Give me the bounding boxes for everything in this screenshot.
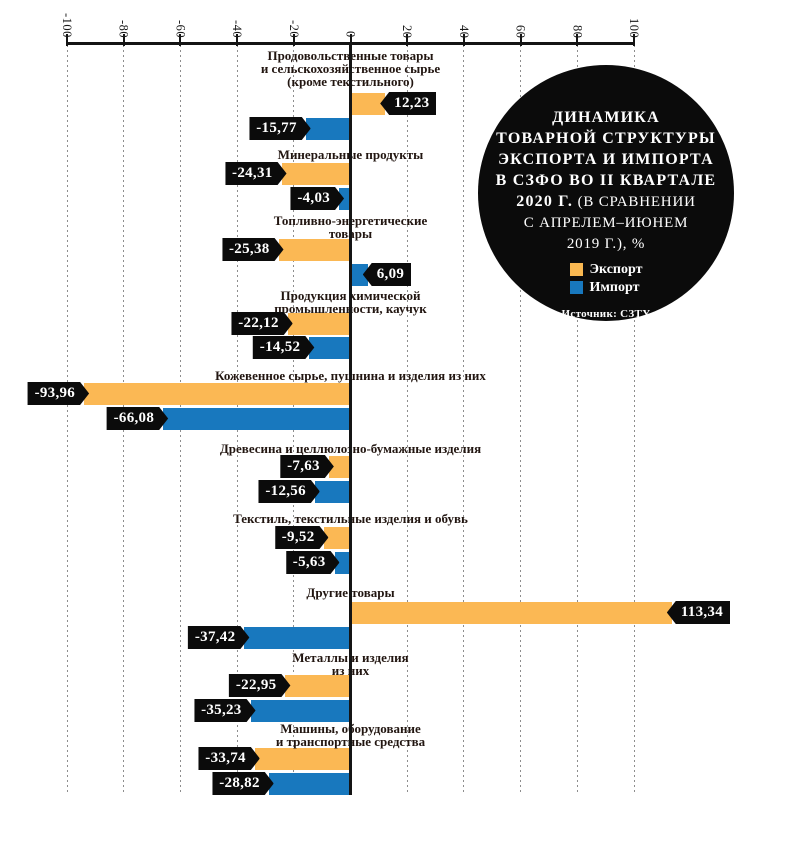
axis-tick xyxy=(406,34,409,46)
value-tag-import: 6,09 xyxy=(362,263,412,286)
bar-export xyxy=(350,602,672,624)
value-tag-import: -66,08 xyxy=(107,407,169,430)
value-tag-import: -12,56 xyxy=(258,480,320,503)
value-tag-export: -93,96 xyxy=(28,382,90,405)
value-tag-import: -4,03 xyxy=(290,187,344,210)
bar-import xyxy=(268,773,351,795)
value-tag-export: -24,31 xyxy=(225,162,287,185)
axis-tick-label: -100 xyxy=(60,13,74,38)
bar-import xyxy=(305,118,351,140)
value-tag-export: -7,63 xyxy=(280,455,334,478)
axis-tick xyxy=(179,34,182,46)
axis-tick-label: -40 xyxy=(230,19,245,38)
axis-tick xyxy=(66,34,68,46)
export-swatch-icon xyxy=(569,263,583,276)
value-tag-export: 12,23 xyxy=(380,92,437,115)
axis-tick xyxy=(633,34,635,46)
bar-export xyxy=(350,93,386,115)
axis-tick-label: 80 xyxy=(570,24,585,39)
value-tag-export: -9,52 xyxy=(275,526,329,549)
bar-export xyxy=(328,456,351,478)
axis-tick xyxy=(122,34,125,46)
value-tag-import: -35,23 xyxy=(194,699,256,722)
chart-title-line: 2020 Г. (В СРАВНЕНИИ xyxy=(478,191,734,213)
gridline xyxy=(520,45,522,795)
gridline xyxy=(633,45,635,795)
value-tag-import: -14,52 xyxy=(253,336,315,359)
bar-export xyxy=(323,527,351,549)
source-note: Источник: СЗТУ xyxy=(561,308,651,320)
bar-import xyxy=(350,264,368,286)
legend-label-export: Экспорт xyxy=(589,262,643,277)
gridline xyxy=(406,45,408,795)
bar-import xyxy=(250,700,351,722)
chart-subtitle-line: 2019 Г.), % xyxy=(566,236,646,252)
bar-import xyxy=(163,408,351,430)
value-tag-import: -15,77 xyxy=(249,117,311,140)
chart-title-line: В СЗФО ВО II КВАРТАЛЕ xyxy=(495,172,717,189)
bar-import xyxy=(339,188,351,210)
legend-item-import: Импорт xyxy=(569,280,643,295)
axis-tick-label: -60 xyxy=(173,19,188,38)
gridline xyxy=(463,45,465,795)
axis-tick-label: -20 xyxy=(286,19,301,38)
gridline xyxy=(576,45,578,795)
bar-export xyxy=(254,748,351,770)
axis-tick xyxy=(292,34,295,46)
legend-item-export: Экспорт xyxy=(569,262,643,277)
bar-export xyxy=(84,383,351,405)
axis-tick xyxy=(236,34,239,46)
bar-export xyxy=(278,239,351,261)
import-swatch-icon xyxy=(569,281,583,294)
chart-subtitle-line: С АПРЕЛЕМ–ИЮНЕМ xyxy=(523,215,689,231)
value-tag-import: -37,42 xyxy=(188,626,250,649)
value-tag-export: -22,95 xyxy=(229,674,291,697)
axis-tick-label: 40 xyxy=(456,24,471,39)
chart-title-regular-fragment: (В СРАВНЕНИИ xyxy=(573,194,696,210)
value-tag-export: 113,34 xyxy=(666,601,731,624)
chart-title-line: ЭКСПОРТА И ИМПОРТА xyxy=(498,151,714,168)
axis-tick xyxy=(519,34,522,46)
value-tag-export: -25,38 xyxy=(222,238,284,261)
value-tag-import: -28,82 xyxy=(212,772,274,795)
axis-tick-label: 20 xyxy=(400,24,415,39)
zero-axis-line xyxy=(349,42,352,795)
value-tag-import: -5,63 xyxy=(286,551,340,574)
gridline xyxy=(66,45,68,795)
axis-tick xyxy=(576,34,579,46)
bar-export xyxy=(287,313,351,335)
axis-tick-label: 60 xyxy=(513,24,528,39)
axis-tick-label: 100 xyxy=(627,17,641,38)
axis-tick xyxy=(462,34,465,46)
value-tag-export: -22,12 xyxy=(231,312,293,335)
bar-export xyxy=(281,163,351,185)
axis-tick-label: -80 xyxy=(116,19,131,38)
chart-title-line: ТОВАРНОЙ СТРУКТУРЫ xyxy=(496,130,716,147)
legend: Экспорт Импорт xyxy=(569,259,643,295)
value-tag-export: -33,74 xyxy=(198,747,260,770)
chart-title-line: ДИНАМИКА xyxy=(552,109,660,126)
legend-label-import: Импорт xyxy=(589,280,640,295)
info-circle-content: ДИНАМИКА ТОВАРНОЙ СТРУКТУРЫ ЭКСПОРТА И И… xyxy=(478,65,734,320)
bar-import xyxy=(309,337,351,359)
bar-import xyxy=(244,627,351,649)
bar-export xyxy=(285,675,351,697)
bar-import xyxy=(334,552,351,574)
axis-tick-label: 0 xyxy=(343,31,358,38)
chart-title-bold-fragment: 2020 Г. xyxy=(516,193,574,210)
info-circle: ДИНАМИКА ТОВАРНОЙ СТРУКТУРЫ ЭКСПОРТА И И… xyxy=(478,65,734,321)
bar-import xyxy=(314,481,351,503)
axis-tick xyxy=(349,34,352,46)
